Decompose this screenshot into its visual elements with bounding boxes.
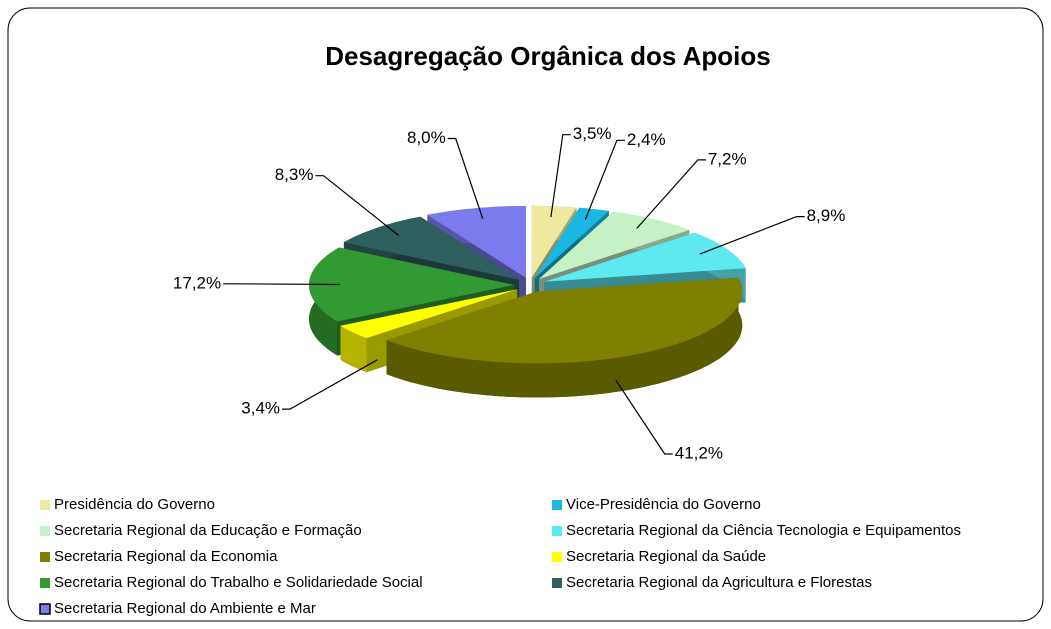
data-label: 3,4% <box>241 399 280 418</box>
slice-wall <box>340 325 367 373</box>
legend-label: Secretaria Regional da Economia <box>54 548 278 565</box>
legend-swatch <box>40 552 50 562</box>
slice-side <box>340 289 518 360</box>
data-label: 8,0% <box>407 128 446 147</box>
legend-label: Vice-Presidência do Governo <box>566 496 761 513</box>
legend-swatch <box>40 578 50 588</box>
legend-swatch <box>552 578 562 588</box>
leader-line <box>636 159 706 229</box>
data-label: 41,2% <box>675 443 723 462</box>
slice-wall <box>386 277 743 398</box>
data-label: 2,4% <box>627 130 666 149</box>
legend-label: Secretaria Regional da Saúde <box>566 548 766 565</box>
leader-line <box>699 216 805 255</box>
leader-line <box>315 175 399 236</box>
slice <box>427 206 526 278</box>
leader-line <box>550 134 571 218</box>
data-label: 8,9% <box>807 206 846 225</box>
chart-title: Desagregação Orgânica dos Apoios <box>325 41 771 71</box>
legend-label: Secretaria Regional do Ambiente e Mar <box>54 600 316 617</box>
slice <box>539 211 690 279</box>
slice <box>340 289 518 339</box>
slice <box>544 232 746 282</box>
legend-label: Presidência do Governo <box>54 496 215 513</box>
slice <box>343 216 519 280</box>
pie <box>309 205 746 398</box>
legend-swatch <box>39 603 51 615</box>
data-label: 17,2% <box>173 273 221 292</box>
legend-swatch <box>552 526 562 536</box>
data-label: 8,3% <box>275 165 314 184</box>
leader-line <box>282 359 378 410</box>
data-label: 3,5% <box>573 124 612 143</box>
legend-label: Secretaria Regional da Ciência Tecnologi… <box>566 522 961 539</box>
slice <box>534 207 609 279</box>
legend-label: Secretaria Regional do Trabalho e Solida… <box>54 574 423 591</box>
data-label: 7,2% <box>708 149 747 168</box>
slice <box>386 277 743 364</box>
leader-line <box>223 283 340 286</box>
leader-line <box>615 379 673 455</box>
legend-swatch <box>40 526 50 536</box>
slice <box>531 205 577 278</box>
legend-label: Secretaria Regional da Educação e Formaç… <box>54 522 362 539</box>
slice <box>309 247 514 322</box>
leader-line <box>584 139 625 220</box>
legend-swatch <box>40 500 50 510</box>
legend-swatch <box>552 552 562 562</box>
leader-line <box>447 137 484 219</box>
legend-swatch <box>552 500 562 510</box>
legend-label: Secretaria Regional da Agricultura e Flo… <box>566 574 872 591</box>
